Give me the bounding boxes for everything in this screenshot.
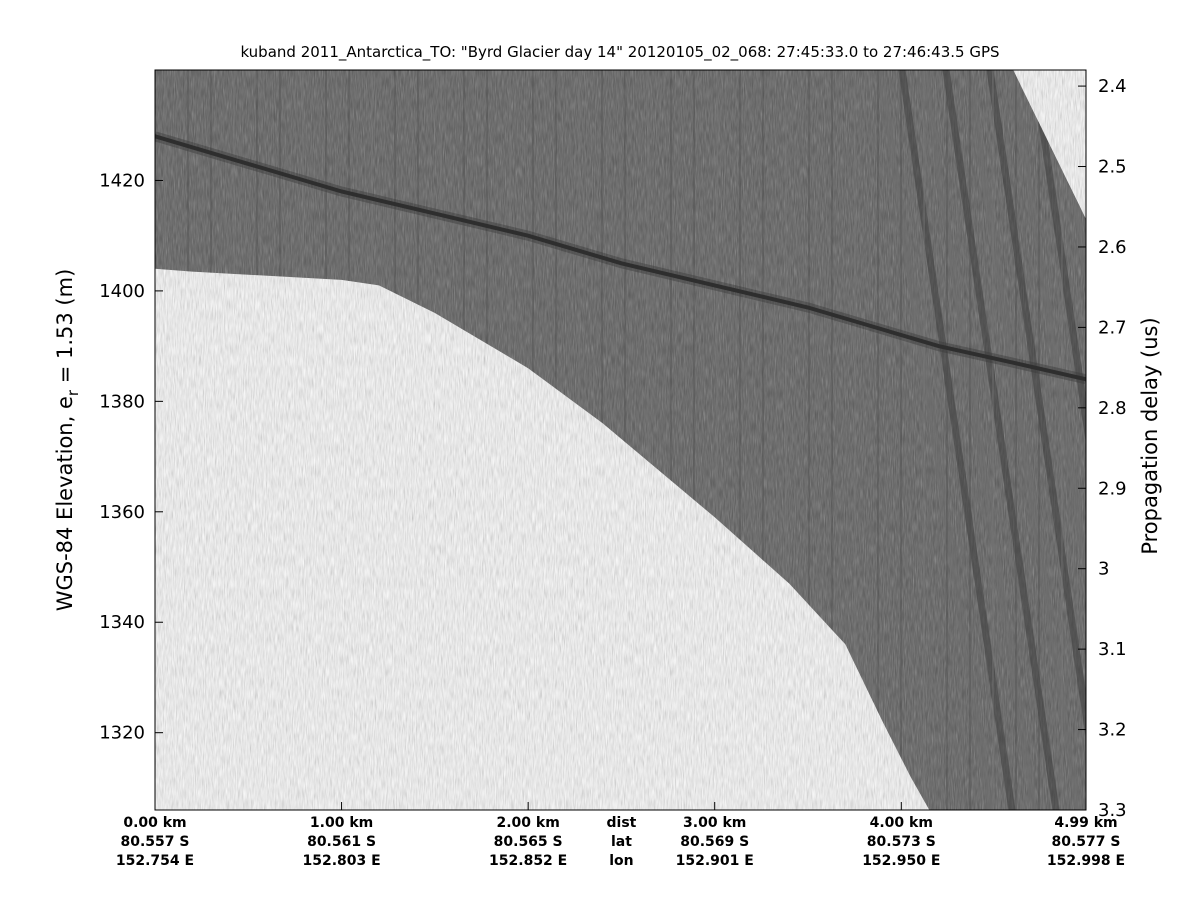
right-tick-label: 3.2 (1098, 720, 1127, 741)
right-tick-label: 2.9 (1098, 478, 1127, 499)
plot-area (155, 70, 1200, 810)
streak-line (920, 70, 1038, 810)
bottom-tick-lat: 80.565 S (494, 834, 563, 850)
left-y-axis: 1320 1340 1360 1380 1400 1420 (99, 170, 163, 744)
bottom-tick-dist: 0.00 km (123, 815, 186, 831)
left-tick-label: 1380 (99, 391, 145, 412)
right-tick-label: 2.5 (1098, 157, 1127, 178)
bottom-tick-lat: 80.569 S (680, 834, 749, 850)
streak-line (1030, 70, 1086, 810)
streak-line (1166, 70, 1200, 810)
row-label-lon: lon (609, 853, 633, 869)
streak-line (942, 70, 1060, 810)
bottom-tick-lon: 152.998 E (1047, 853, 1125, 869)
right-tick-label: 2.7 (1098, 317, 1127, 338)
bottom-tick-lon: 152.754 E (116, 853, 194, 869)
left-tick-label: 1340 (99, 612, 145, 633)
streak-line (1074, 70, 1086, 810)
chart-title: kuband 2011_Antarctica_TO: "Byrd Glacier… (240, 43, 999, 62)
streak-line (1188, 70, 1200, 810)
bottom-tick-dist: 4.00 km (870, 815, 933, 831)
row-label-dist: dist (607, 815, 637, 831)
bottom-tick-lat: 80.561 S (307, 834, 376, 850)
bottom-tick-lat: 80.577 S (1052, 834, 1121, 850)
right-tick-label: 2.8 (1098, 398, 1127, 419)
streak-line (876, 70, 994, 810)
y-axis-label-suffix: = 1.53 (m) (53, 269, 77, 390)
surface-reflection-line (155, 134, 1086, 382)
streak-line (964, 70, 1082, 810)
right-tick-label: 3.3 (1098, 800, 1127, 821)
y-axis-label-subscript: r (64, 389, 82, 396)
bottom-tick-lon: 152.901 E (676, 853, 754, 869)
y-axis-label-main: WGS-84 Elevation, e (53, 396, 77, 611)
plot-frame (154, 69, 1087, 811)
bottom-tick-dist: 2.00 km (496, 815, 559, 831)
right-tick-label: 3.1 (1098, 639, 1127, 660)
bottom-tick-lon: 152.803 E (302, 853, 380, 869)
radar-echogram-texture (155, 70, 1086, 810)
bottom-tick-lat: 80.573 S (867, 834, 936, 850)
surface-reflection-glow (155, 131, 1086, 385)
left-tick-label: 1360 (99, 502, 145, 523)
streak-line (898, 70, 1016, 810)
right-tick-label: 2.6 (1098, 237, 1127, 258)
streak-line (986, 70, 1086, 810)
left-tick-label: 1320 (99, 723, 145, 744)
bottom-x-axis: 0.00 km 80.557 S 152.754 E 1.00 km 80.561 S 1… (116, 802, 1125, 869)
y-axis-label-right: Propagation delay (us) (1138, 317, 1162, 554)
bottom-tick-dist: 3.00 km (683, 815, 746, 831)
right-tick-label: 3 (1098, 559, 1109, 580)
right-y-axis: 2.4 2.5 2.6 2.7 2.8 2.9 3 3.1 3.2 3.3 (1078, 76, 1127, 821)
bottom-tick-lat: 80.557 S (121, 834, 190, 850)
left-tick-label: 1400 (99, 281, 145, 302)
bottom-tick-dist: 1.00 km (310, 815, 373, 831)
left-tick-label: 1420 (99, 170, 145, 191)
streak-line (1008, 70, 1086, 810)
bottom-tick-lon: 152.852 E (489, 853, 567, 869)
y-axis-label-left: WGS-84 Elevation, er = 1.53 (m) (53, 269, 82, 612)
bottom-tick-dist: 4.99 km (1054, 815, 1117, 831)
right-tick-label: 2.4 (1098, 76, 1127, 97)
row-label-lat: lat (611, 834, 632, 850)
bottom-tick-lon: 152.950 E (862, 853, 940, 869)
